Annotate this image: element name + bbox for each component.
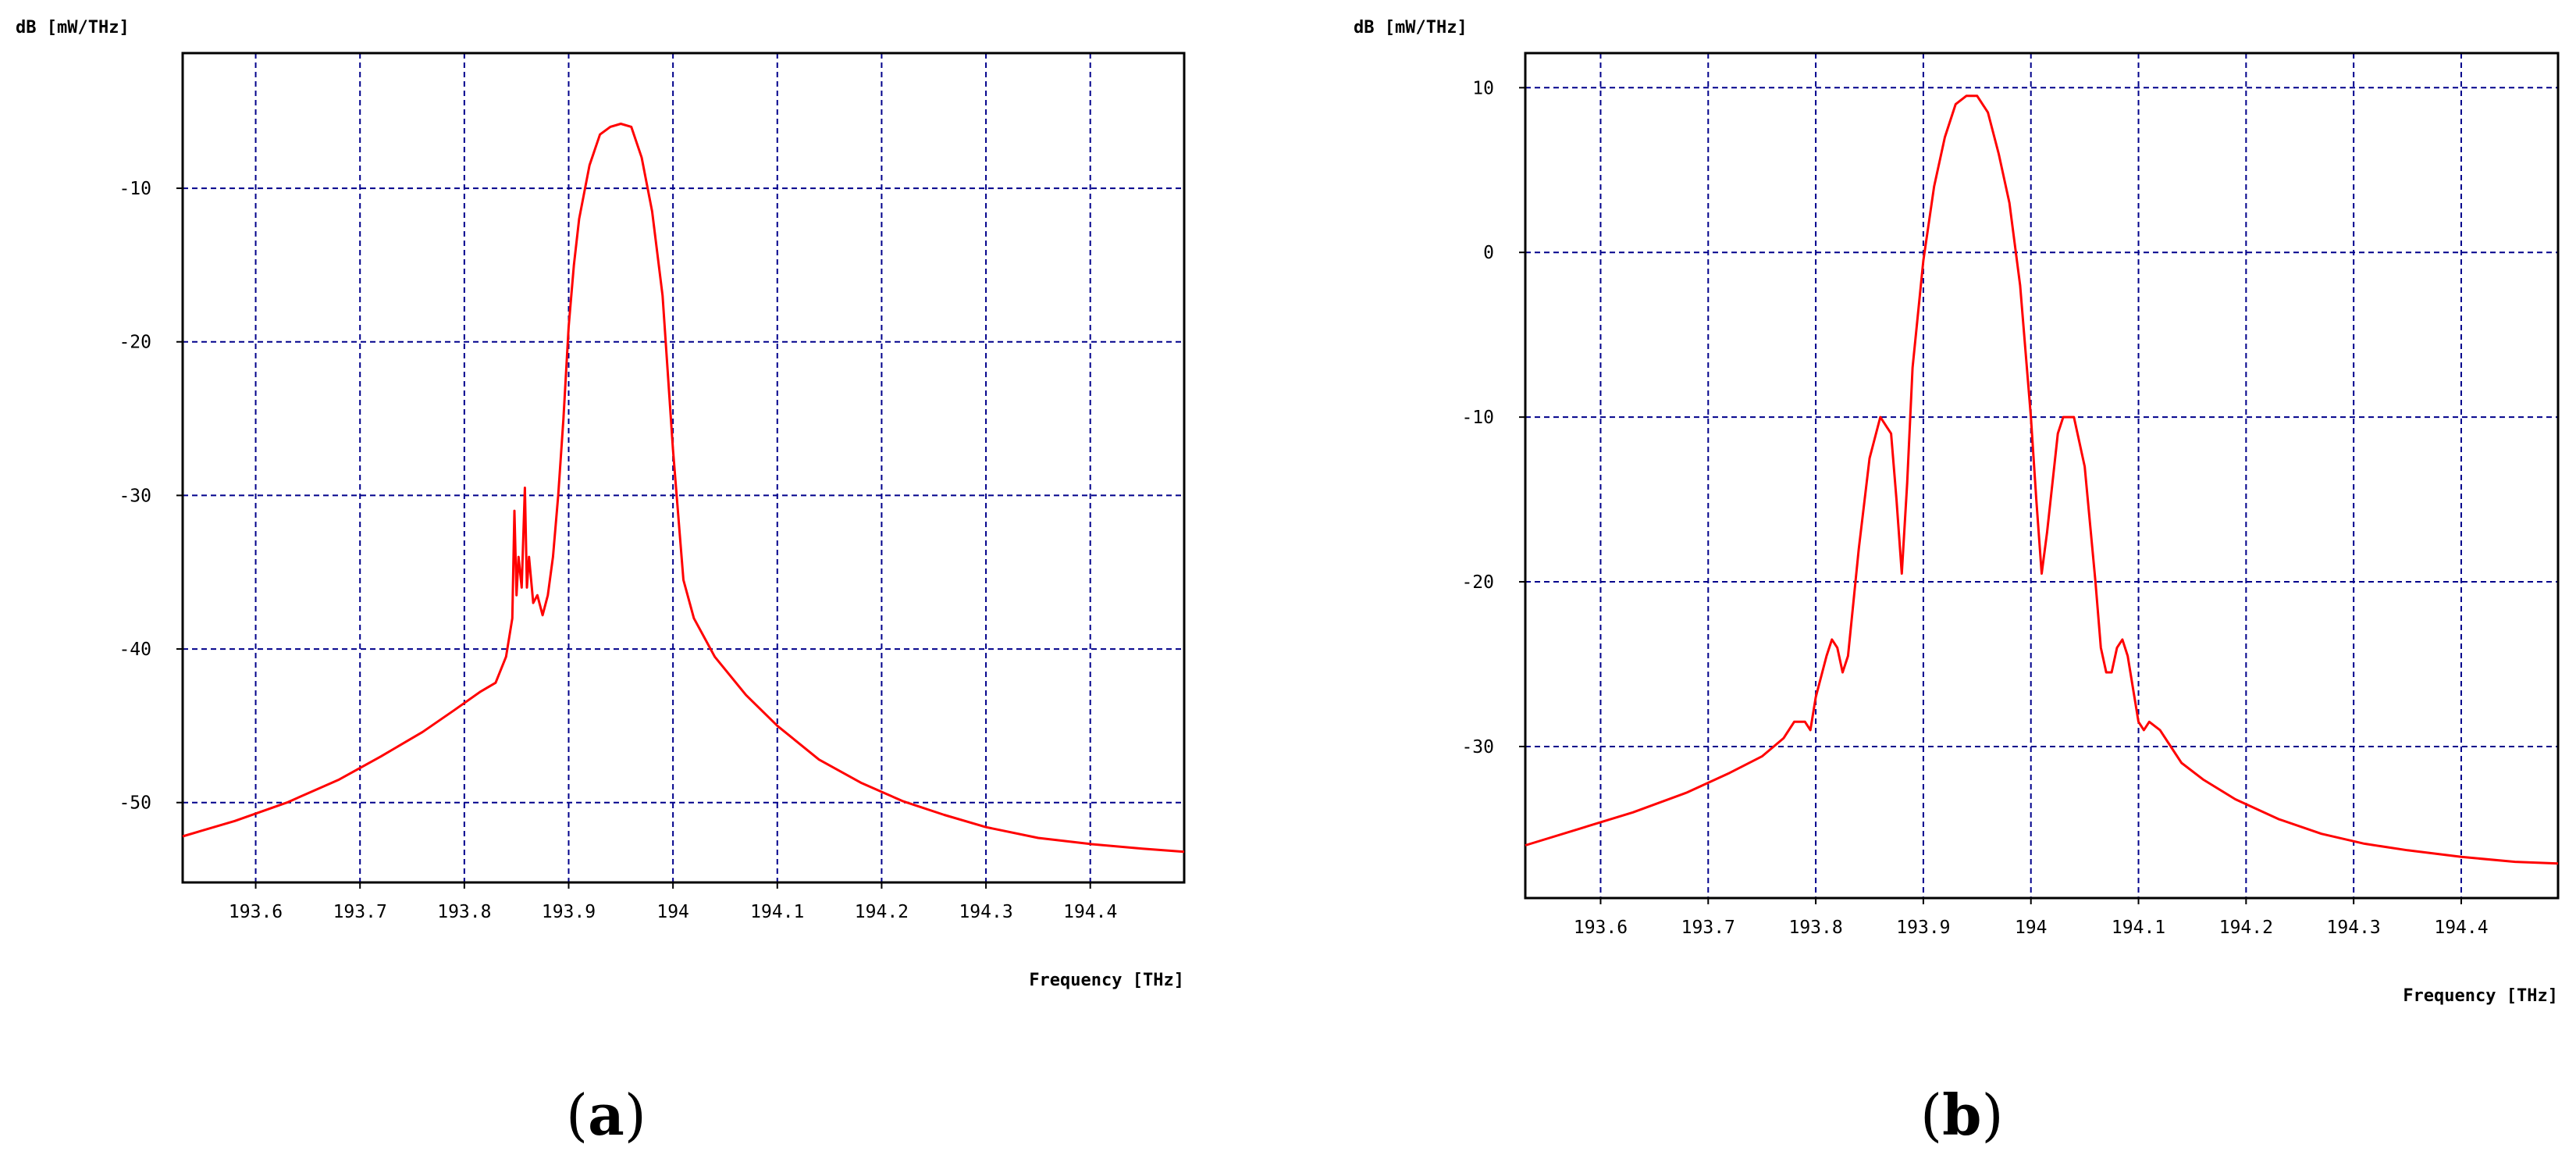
chart-a-xtick-label-7: 194.3 xyxy=(959,902,1012,922)
chart-b-xtick-label-0: 193.6 xyxy=(1574,918,1628,938)
chart-a-ytick-label-4: -50 xyxy=(119,793,151,814)
panel-letter-b: b xyxy=(1942,1082,1982,1148)
panel-label-a: (a) xyxy=(566,1082,646,1148)
chart-b: dB [mW/THz] 10 0 -10 -20 -30 193.6 193.7 193.8… xyxy=(1354,18,2560,1006)
chart-b-plot-frame xyxy=(1524,52,2560,900)
chart-a-xtick-label-5: 194.1 xyxy=(750,902,804,922)
chart-b-ylabel: dB [mW/THz] xyxy=(1354,18,1468,37)
chart-a-ytick-label-3: -40 xyxy=(119,640,151,660)
chart-b-series-line-0 xyxy=(1525,94,2559,865)
chart-a-xtick-label-3: 193.9 xyxy=(542,902,596,922)
chart-a-xtick-label-6: 194.2 xyxy=(855,902,909,922)
chart-a-ylabel: dB [mW/THz] xyxy=(16,18,130,37)
chart-b-xtick-label-3: 193.9 xyxy=(1896,918,1950,938)
chart-b-gridlines xyxy=(1525,53,2558,898)
chart-b-series-layer xyxy=(1525,94,2559,865)
chart-a-xlabel: Frequency [THz] xyxy=(1029,971,1184,990)
chart-b-xtick-label-5: 194.1 xyxy=(2112,918,2165,938)
chart-b-ytick-label-2: -10 xyxy=(1461,408,1494,428)
chart-b-xtick-label-6: 194.2 xyxy=(2219,918,2273,938)
chart-b-xtick-label-8: 194.4 xyxy=(2434,918,2488,938)
chart-a-ytick-label-1: -20 xyxy=(119,333,151,353)
chart-b-xtick-label-1: 193.7 xyxy=(1681,918,1735,938)
chart-b-xticks: 193.6 193.7 193.8 193.9 194 194.1 194.2 194.3 19… xyxy=(1574,898,2489,938)
chart-a-yticks: -10 -20 -30 -40 -50 xyxy=(119,179,183,814)
chart-a-ytick-label-2: -30 xyxy=(119,486,151,506)
chart-a-series-line-0 xyxy=(182,123,1185,854)
chart-b-xtick-label-4: 194 xyxy=(2015,918,2048,938)
chart-b-xlabel: Frequency [THz] xyxy=(2403,986,2558,1006)
chart-b-ytick-label-1: 0 xyxy=(1483,243,1494,263)
panel-letter-a: a xyxy=(588,1082,624,1148)
chart-a-plot-frame xyxy=(181,52,1186,884)
chart-a: dB [mW/THz] -10-20-30-40-50 193.6 193.7 19… xyxy=(16,18,1186,990)
chart-a-series-layer xyxy=(182,123,1185,854)
chart-b-yticks: 10 0 -10 -20 -30 xyxy=(1461,78,1525,757)
chart-a-xtick-label-4: 194 xyxy=(656,902,689,922)
chart-a-gridlines xyxy=(183,53,1184,882)
chart-b-ytick-label-4: -30 xyxy=(1461,737,1494,757)
chart-b-ytick-label-0: 10 xyxy=(1472,78,1494,98)
chart-b-xtick-label-2: 193.8 xyxy=(1788,918,1842,938)
chart-a-xtick-label-0: 193.6 xyxy=(229,902,283,922)
chart-a-ytick-label-0: -10 xyxy=(119,179,151,199)
chart-b-ytick-label-3: -20 xyxy=(1461,572,1494,593)
chart-a-xtick-label-2: 193.8 xyxy=(437,902,491,922)
chart-a-xtick-label-8: 194.4 xyxy=(1063,902,1117,922)
chart-a-xticks: 193.6 193.7 193.8 193.9 194 194.1 194.2 194.3 19… xyxy=(229,882,1117,922)
panel-label-b: (b) xyxy=(1920,1082,2004,1148)
chart-a-xtick-label-1: 193.7 xyxy=(333,902,387,922)
chart-b-xtick-label-7: 194.3 xyxy=(2327,918,2381,938)
